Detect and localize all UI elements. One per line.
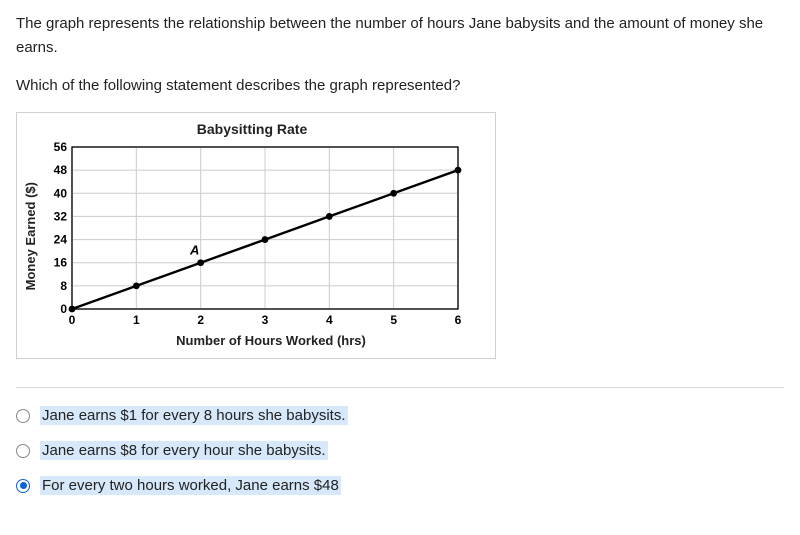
svg-text:32: 32 xyxy=(54,209,68,223)
chart-svg: 012345608162432404856A xyxy=(40,141,470,331)
svg-text:3: 3 xyxy=(262,313,269,327)
svg-text:2: 2 xyxy=(197,313,204,327)
chart-container: Babysitting Rate Money Earned ($) 0 1 2 3 4 5… xyxy=(16,112,496,359)
option-1[interactable]: Jane earns $8 for every hour she babysit… xyxy=(16,433,784,468)
x-axis-label: Number of Hours Worked (hrs) xyxy=(61,333,481,348)
svg-text:16: 16 xyxy=(54,256,68,270)
svg-text:4: 4 xyxy=(326,313,333,327)
radio-2[interactable] xyxy=(16,479,30,493)
svg-text:8: 8 xyxy=(60,279,67,293)
svg-text:6: 6 xyxy=(455,313,462,327)
y-axis-label: Money Earned ($) xyxy=(23,182,38,290)
option-label-1: Jane earns $8 for every hour she babysit… xyxy=(40,441,328,460)
option-0[interactable]: Jane earns $1 for every 8 hours she baby… xyxy=(16,398,784,433)
svg-text:1: 1 xyxy=(133,313,140,327)
radio-1[interactable] xyxy=(16,444,30,458)
question-prompt: Which of the following statement describ… xyxy=(16,74,784,98)
svg-text:40: 40 xyxy=(54,186,68,200)
svg-text:0: 0 xyxy=(69,313,76,327)
svg-text:24: 24 xyxy=(54,233,68,247)
svg-text:48: 48 xyxy=(54,163,68,177)
svg-text:5: 5 xyxy=(390,313,397,327)
separator xyxy=(16,387,784,388)
options-group: Jane earns $1 for every 8 hours she baby… xyxy=(16,398,784,503)
option-label-0: Jane earns $1 for every 8 hours she baby… xyxy=(40,406,348,425)
radio-0[interactable] xyxy=(16,409,30,423)
option-label-2: For every two hours worked, Jane earns $… xyxy=(40,476,341,495)
svg-text:0: 0 xyxy=(60,302,67,316)
question-intro: The graph represents the relationship be… xyxy=(16,12,784,60)
option-2[interactable]: For every two hours worked, Jane earns $… xyxy=(16,468,784,503)
chart-title: Babysitting Rate xyxy=(23,121,481,137)
svg-text:56: 56 xyxy=(54,141,68,154)
svg-text:A: A xyxy=(189,243,199,258)
